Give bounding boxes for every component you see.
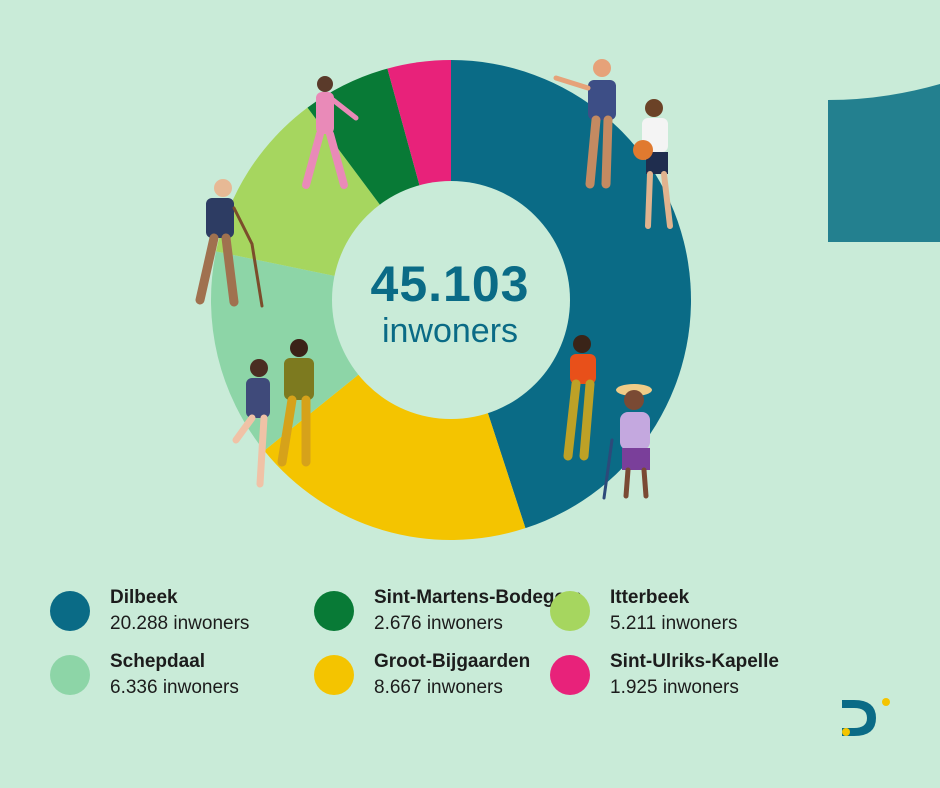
person-illustration — [195, 179, 264, 308]
total-population-value: 45.103 — [370, 256, 530, 312]
legend-label: Sint-Ulriks-Kapelle — [610, 651, 779, 672]
legend-label: Dilbeek — [110, 587, 178, 608]
person-illustration — [633, 99, 673, 229]
person-illustration — [553, 59, 616, 189]
legend-label: Sint-Martens-Bodegem — [374, 587, 582, 608]
person-illustration — [277, 339, 314, 467]
people-illustration — [195, 59, 673, 500]
legend-value: 20.288 inwoners — [110, 613, 250, 634]
legend-label: Itterbeek — [610, 587, 690, 608]
legend-value: 5.211 inwoners — [610, 613, 738, 634]
legend-swatch — [314, 655, 354, 695]
legend-swatch — [50, 655, 90, 695]
center-disc — [332, 181, 570, 419]
legend-label: Groot-Bijgaarden — [374, 651, 531, 672]
legend-label: Schepdaal — [110, 651, 206, 672]
donut-slice-dilbeek — [451, 60, 692, 529]
person-illustration — [602, 384, 652, 500]
legend-value: 6.336 inwoners — [110, 677, 239, 698]
decorative-tab-shape — [828, 84, 940, 242]
legend-swatch — [550, 655, 590, 695]
legend-swatch — [314, 591, 354, 631]
legend-value: 2.676 inwoners — [374, 613, 503, 634]
dilbeek-d-logo — [842, 698, 890, 736]
donut-chart — [195, 59, 692, 540]
person-illustration — [232, 359, 270, 488]
legend-value: 1.925 inwoners — [610, 677, 739, 698]
legend-swatch — [550, 591, 590, 631]
person-illustration — [302, 76, 359, 189]
total-population-unit: inwoners — [381, 312, 519, 350]
person-illustration — [563, 335, 596, 461]
legend-value: 8.667 inwoners — [374, 677, 503, 698]
legend-swatch — [50, 591, 90, 631]
